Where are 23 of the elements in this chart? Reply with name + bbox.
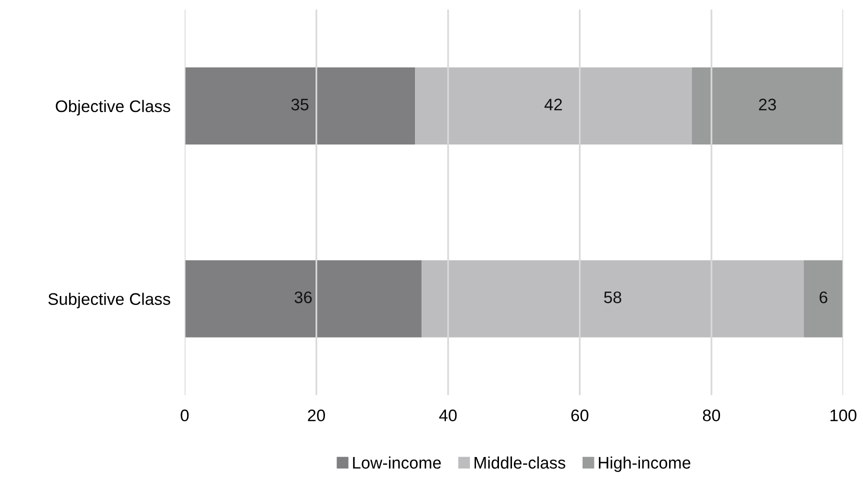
data-label: 23 [758, 98, 776, 110]
y-tick-label: Objective Class [56, 100, 170, 116]
data-label: 58 [604, 291, 622, 304]
y-tick-label: Subjective Class [48, 292, 170, 308]
legend-label: Low-income [353, 456, 441, 469]
x-tick-label: 100 [830, 410, 856, 422]
data-label: 35 [291, 98, 308, 110]
data-label: 36 [294, 291, 312, 304]
legend-label: Middle-class [474, 456, 566, 469]
x-tick-label: 60 [571, 410, 588, 422]
x-tick-label: 0 [180, 410, 189, 422]
x-tick-label: 20 [308, 410, 325, 422]
data-label: 42 [544, 98, 562, 110]
bar [184, 260, 422, 338]
bar [422, 260, 804, 338]
bar [692, 67, 844, 145]
bar [804, 260, 844, 338]
bar [184, 67, 416, 145]
bar [415, 67, 692, 145]
legend-label: High-income [598, 456, 690, 472]
data-label: 6 [820, 291, 828, 304]
x-tick-label: 80 [702, 410, 720, 422]
x-tick-label: 40 [439, 410, 457, 422]
